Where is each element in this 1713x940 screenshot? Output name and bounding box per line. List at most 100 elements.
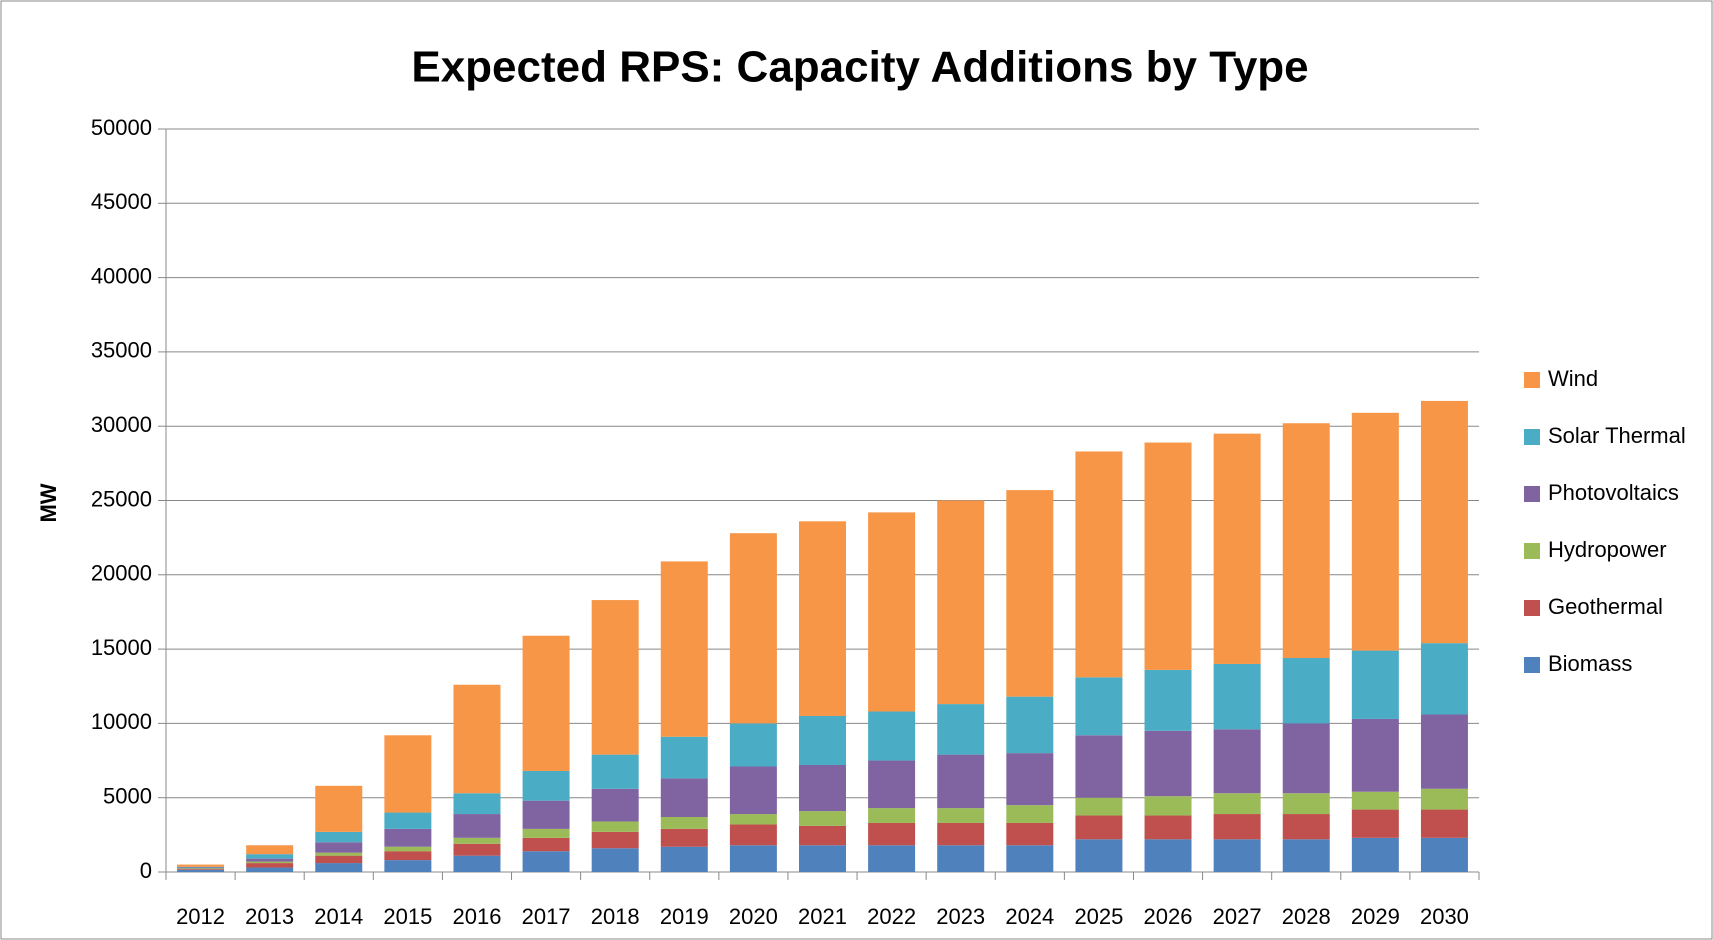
chart-title: Expected RPS: Capacity Additions by Type (411, 43, 1308, 92)
bar-segment (591, 831, 639, 849)
bar-segment (1144, 796, 1192, 816)
bar-segment (1282, 814, 1330, 840)
bar-segment (729, 814, 777, 825)
bar-segment (1351, 650, 1399, 719)
bar-segment (1351, 718, 1399, 792)
x-tick-label: 2015 (383, 904, 432, 929)
bar-segment (453, 855, 501, 872)
legend-swatch (1524, 543, 1540, 559)
y-tick-label: 5000 (103, 784, 152, 809)
bar-segment (246, 858, 294, 862)
y-tick-label: 40000 (91, 263, 152, 288)
x-tick-label: 2029 (1351, 904, 1400, 929)
bar-segment (1075, 677, 1123, 736)
bar-segment (1351, 837, 1399, 872)
legend-swatch (1524, 657, 1540, 673)
bar-segment (799, 845, 846, 872)
bar-segment (937, 808, 985, 823)
bar-segment (384, 735, 432, 813)
bar-segment (1006, 490, 1054, 697)
bar-segment (1420, 714, 1468, 789)
bar-segment (1282, 723, 1330, 794)
bar-segment (1420, 837, 1468, 872)
bar-segment (1144, 442, 1192, 670)
bar-segment (522, 837, 570, 852)
bar-segment (868, 760, 916, 809)
x-tick-label: 2018 (591, 904, 640, 929)
bar-segment (1075, 735, 1123, 798)
x-tick-label: 2025 (1074, 904, 1123, 929)
x-tick-label: 2012 (176, 904, 225, 929)
x-tick-label: 2023 (936, 904, 985, 929)
bar-segment (660, 561, 708, 737)
x-tick-label: 2017 (522, 904, 571, 929)
bar-segment (1144, 669, 1192, 731)
x-tick-label: 2021 (798, 904, 847, 929)
bar-segment (591, 848, 639, 872)
bar-segment (1075, 797, 1123, 816)
bar-segment (660, 778, 708, 818)
bar-segment (799, 521, 846, 716)
legend-swatch (1524, 600, 1540, 616)
bar-segment (384, 812, 432, 829)
bar-segment (177, 866, 225, 868)
y-tick-label: 10000 (91, 709, 152, 734)
bar-segment (177, 868, 225, 870)
bar-segment (660, 828, 708, 847)
bar-segment (660, 736, 708, 779)
bar-segment (1075, 815, 1123, 840)
bar-segment (453, 684, 501, 794)
y-tick-label: 30000 (91, 412, 152, 437)
bar-segment (868, 808, 916, 823)
bar-segment (660, 817, 708, 829)
bar-segment (1006, 696, 1054, 754)
bar-segment (246, 854, 294, 859)
bar-segment (315, 842, 363, 853)
bar-segment (522, 800, 570, 829)
bar-segment (315, 785, 363, 832)
y-tick-label: 50000 (91, 115, 152, 140)
bar-segment (1006, 753, 1054, 806)
bar-segment (246, 863, 294, 868)
bar-segment (799, 825, 846, 846)
x-tick-label: 2027 (1213, 904, 1262, 929)
bar-segment (729, 766, 777, 815)
bar-segment (384, 828, 432, 847)
legend-swatch (1524, 372, 1540, 388)
bar-segment (729, 845, 777, 872)
bar-segment (522, 851, 570, 872)
x-tick-label: 2022 (867, 904, 916, 929)
bar-segment (660, 846, 708, 872)
y-tick-label: 0 (140, 858, 152, 883)
bar-segment (453, 843, 501, 856)
x-tick-label: 2016 (452, 904, 501, 929)
bar-segment (177, 864, 225, 867)
y-tick-label: 25000 (91, 486, 152, 511)
legend-label: Wind (1548, 366, 1598, 391)
legend-label: Solar Thermal (1548, 423, 1686, 448)
bar-segment (384, 860, 432, 872)
bar-segment (246, 867, 294, 872)
bar-segment (1213, 433, 1261, 664)
x-tick-label: 2030 (1420, 904, 1469, 929)
legend-swatch (1524, 429, 1540, 445)
bar-segment (384, 846, 432, 852)
bar-segment (1213, 839, 1261, 872)
bar-segment (522, 770, 570, 801)
bar-segment (453, 793, 501, 815)
legend-label: Biomass (1548, 651, 1632, 676)
bar-segment (1213, 814, 1261, 840)
legend-label: Geothermal (1548, 594, 1663, 619)
x-tick-label: 2014 (314, 904, 363, 929)
bar-segment (1213, 729, 1261, 794)
bar-segment (1282, 793, 1330, 815)
bar-segment (729, 824, 777, 846)
bar-segment (729, 723, 777, 767)
bar-segment (868, 845, 916, 872)
bar-segment (937, 754, 985, 809)
bar-segment (177, 867, 225, 869)
bar-segment (177, 869, 225, 870)
bar-segment (1144, 815, 1192, 840)
bar-segment (591, 788, 639, 822)
